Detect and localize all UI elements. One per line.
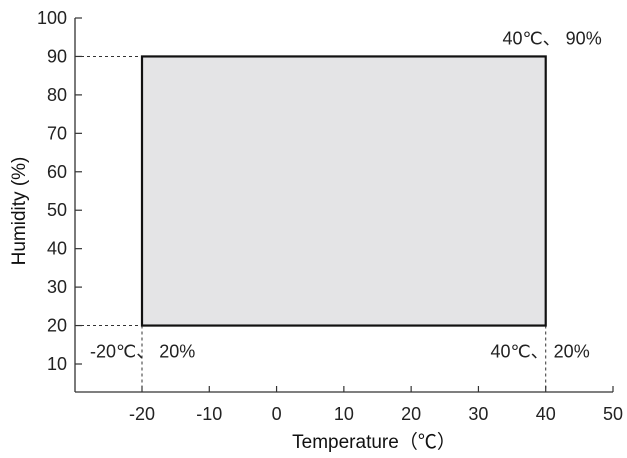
corner-annotation: 40℃、 90% [502, 28, 601, 48]
operating-range-region [140, 55, 547, 327]
x-tick-label: 10 [334, 404, 354, 424]
y-tick-label: 80 [47, 85, 67, 105]
y-tick-label: 100 [37, 8, 67, 28]
corner-annotations: 40℃、 90% -20℃、 20% 40℃、 20% [90, 28, 602, 361]
y-tick-label: 50 [47, 200, 67, 220]
x-tick-label: -10 [196, 404, 222, 424]
y-tick-label: 90 [47, 46, 67, 66]
y-tick-label: 40 [47, 239, 67, 259]
x-tick-label: 40 [536, 404, 556, 424]
x-tick-label: 20 [401, 404, 421, 424]
x-tick-label: 50 [603, 404, 623, 424]
guide-lines [75, 55, 547, 392]
y-tick-label: 70 [47, 123, 67, 143]
y-axis-title: Humidity (%) [9, 157, 30, 266]
x-axis-title: Temperature（℃） [292, 431, 456, 453]
y-tick-label: 20 [47, 316, 67, 336]
y-tick-label: 60 [47, 162, 67, 182]
x-axis-ticks: -20 -10 0 10 20 30 40 50 [129, 386, 623, 424]
corner-annotation: -20℃、 20% [90, 342, 195, 362]
corner-annotation: 40℃、 20% [490, 342, 589, 362]
x-tick-label: 0 [272, 404, 282, 424]
x-tick-label: 30 [468, 404, 488, 424]
y-tick-label: 30 [47, 277, 67, 297]
x-tick-label: -20 [129, 404, 155, 424]
y-tick-label: 10 [47, 354, 67, 374]
y-axis-ticks: 10 20 30 40 50 60 70 80 90 100 [37, 8, 82, 374]
